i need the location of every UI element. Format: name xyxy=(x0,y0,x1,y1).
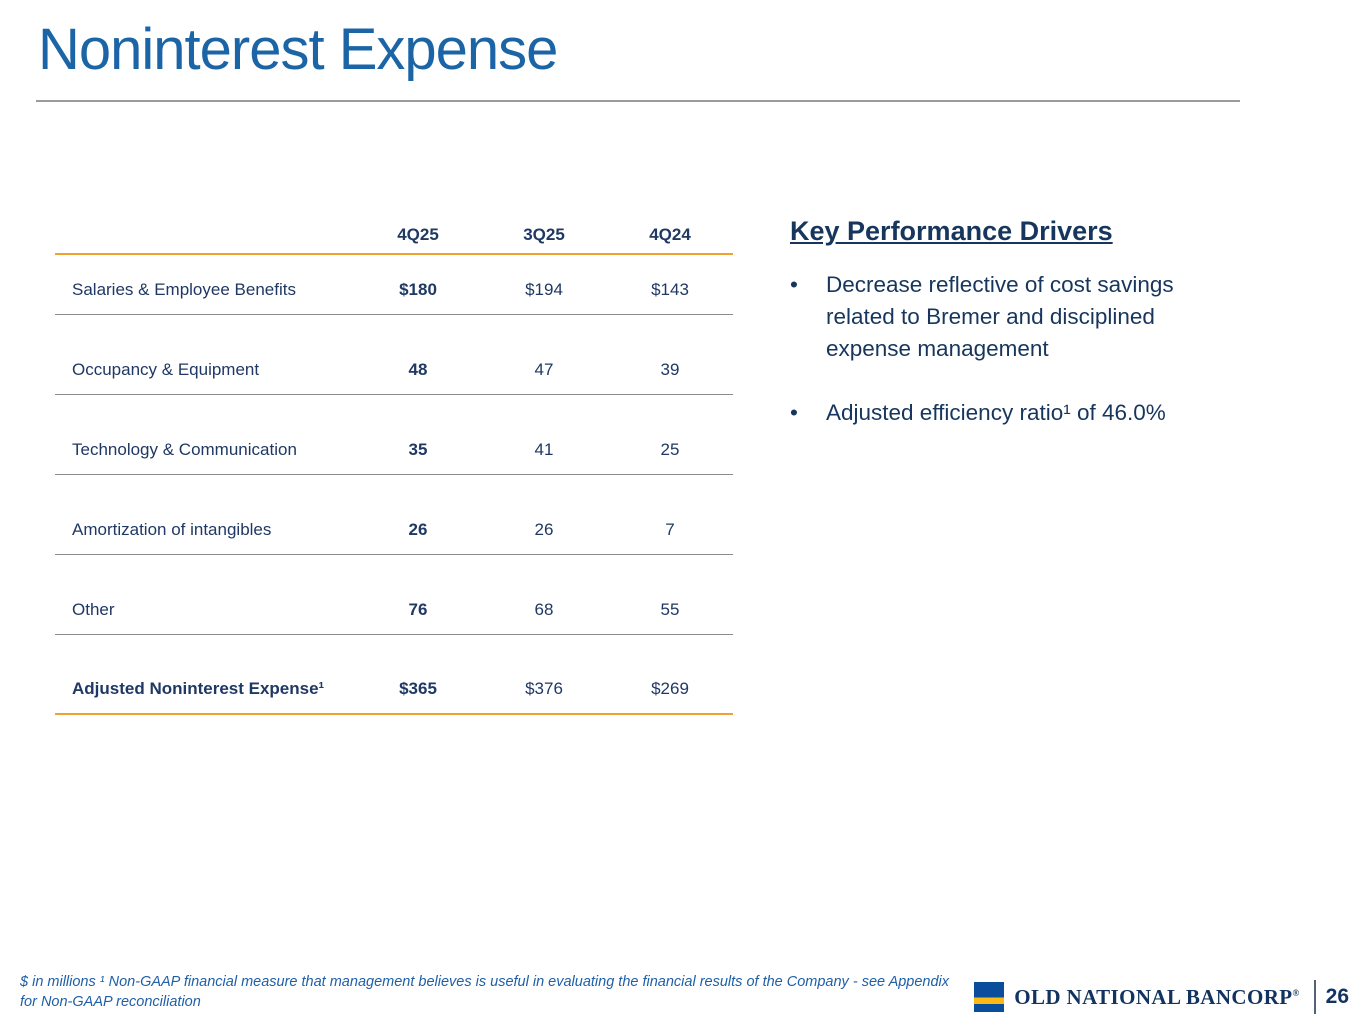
table-row-amortization: Amortization of intangibles 26 26 7 xyxy=(55,475,733,555)
table-header-row: 4Q25 3Q25 4Q24 xyxy=(55,211,733,255)
row-value-3q25: $376 xyxy=(525,679,563,698)
row-label: Salaries & Employee Benefits xyxy=(72,280,296,299)
page-title: Noninterest Expense xyxy=(38,17,558,82)
row-value-3q25: 41 xyxy=(534,440,554,459)
old-national-logo-text: OLD NATIONAL BANCORP® xyxy=(1014,985,1299,1010)
column-header-4q24: 4Q24 xyxy=(649,225,691,244)
brand-name: OLD NATIONAL BANCORP xyxy=(1014,984,1293,1009)
row-value-4q25: 26 xyxy=(408,520,428,539)
page-number: 26 xyxy=(1325,985,1349,1008)
bullet-item: • Decrease reflective of cost savings re… xyxy=(790,269,1276,365)
row-value-4q25: 76 xyxy=(408,600,428,619)
row-value-4q25: $180 xyxy=(399,280,437,299)
table-row-occupancy: Occupancy & Equipment 48 47 39 xyxy=(55,315,733,395)
registered-mark: ® xyxy=(1292,987,1300,998)
row-label: Other xyxy=(72,600,115,619)
row-value-3q25: 47 xyxy=(534,360,554,379)
row-label: Amortization of intangibles xyxy=(72,520,272,539)
row-value-3q25: 68 xyxy=(534,600,554,619)
row-value-4q24: $269 xyxy=(651,679,689,698)
key-performance-drivers-section: Key Performance Drivers • Decrease refle… xyxy=(790,216,1276,461)
row-label: Occupancy & Equipment xyxy=(72,360,260,379)
bullet-text: Adjusted efficiency ratio¹ of 46.0% xyxy=(826,399,1166,425)
row-value-4q24: 55 xyxy=(660,600,680,619)
old-national-logo-icon xyxy=(974,982,1005,1012)
title-divider xyxy=(36,100,1240,102)
column-header-3q25: 3Q25 xyxy=(523,225,565,244)
column-header-4q25: 4Q25 xyxy=(397,225,439,244)
row-value-4q25: 48 xyxy=(408,360,428,379)
row-value-3q25: 26 xyxy=(534,520,554,539)
footnote-text: $ in millions ¹ Non-GAAP financial measu… xyxy=(20,974,950,1010)
row-value-4q25: $365 xyxy=(399,679,437,698)
row-value-4q24: 25 xyxy=(660,440,680,459)
key-drivers-heading: Key Performance Drivers xyxy=(790,216,1113,246)
row-value-4q24: 7 xyxy=(665,520,675,539)
bullet-item: • Adjusted efficiency ratio¹ of 46.0% xyxy=(790,397,1276,429)
bullet-text: Decrease reflective of cost savings rela… xyxy=(826,272,1174,361)
page-number-divider xyxy=(1313,980,1316,1014)
row-value-4q24: $143 xyxy=(651,280,689,299)
table-header-spacer xyxy=(55,245,355,253)
row-label: Adjusted Noninterest Expense¹ xyxy=(72,679,325,698)
footer-brand-block: OLD NATIONAL BANCORP® 26 xyxy=(974,980,1349,1014)
table-row-adjusted-total: Adjusted Noninterest Expense¹ $365 $376 … xyxy=(55,635,733,715)
row-value-4q24: 39 xyxy=(660,360,680,379)
row-value-4q25: 35 xyxy=(408,440,428,459)
table-row-other: Other 76 68 55 xyxy=(55,555,733,635)
table-row-salaries: Salaries & Employee Benefits $180 $194 $… xyxy=(55,255,733,315)
expense-table: 4Q25 3Q25 4Q24 Salaries & Employee Benef… xyxy=(55,211,733,715)
row-value-3q25: $194 xyxy=(525,280,563,299)
bullet-marker: • xyxy=(790,399,798,425)
row-label: Technology & Communication xyxy=(72,440,297,459)
table-row-technology: Technology & Communication 35 41 25 xyxy=(55,395,733,475)
key-drivers-bullet-list: • Decrease reflective of cost savings re… xyxy=(790,269,1276,429)
bullet-marker: • xyxy=(790,272,798,297)
